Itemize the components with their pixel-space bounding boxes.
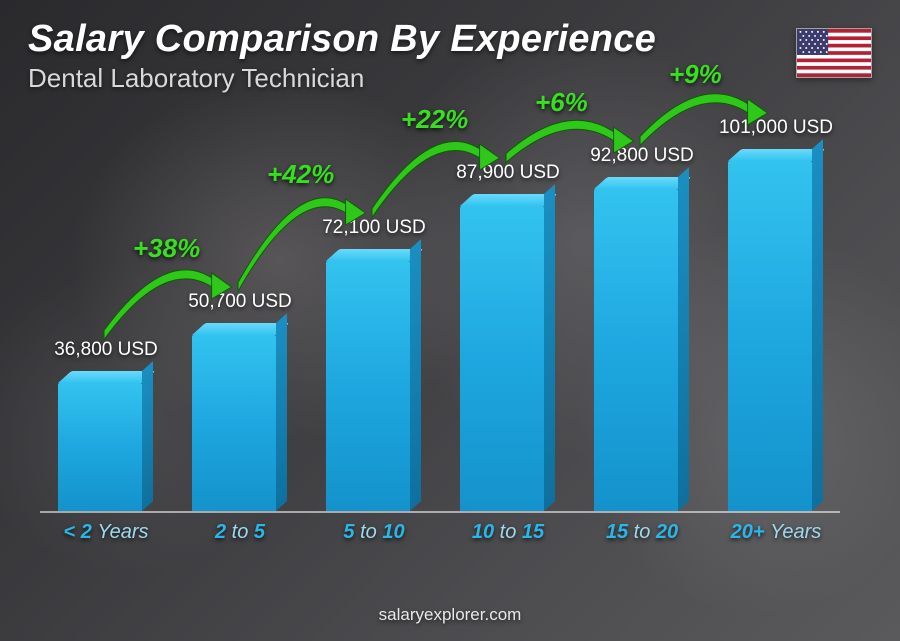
delta-label: +42% [267,159,334,190]
bar [460,206,544,511]
bar-category-label: 20+ Years [710,521,842,544]
bar-category-label: 10 to 15 [442,521,574,544]
bar [728,161,812,511]
bar-category-label: 5 to 10 [308,521,440,544]
bar [192,335,276,511]
chart-baseline [40,511,840,513]
page-title: Salary Comparison By Experience [28,18,656,61]
delta-label: +6% [535,87,588,118]
delta-label: +38% [133,233,200,264]
bar-category-label: < 2 Years [40,521,172,544]
footer-attribution: salaryexplorer.com [0,605,900,625]
bar-category-label: 2 to 5 [174,521,306,544]
chart-stage: Salary Comparison By Experience Dental L… [0,0,900,641]
flag-icon-usa [796,28,872,78]
bar [58,383,142,511]
delta-label: +22% [401,104,468,135]
bar-chart: 36,800 USD< 2 Years50,700 USD2 to 572,10… [40,120,840,551]
delta-label: +9% [669,59,722,90]
bar [594,189,678,511]
bar-category-label: 15 to 20 [576,521,708,544]
header-block: Salary Comparison By Experience Dental L… [28,18,656,94]
